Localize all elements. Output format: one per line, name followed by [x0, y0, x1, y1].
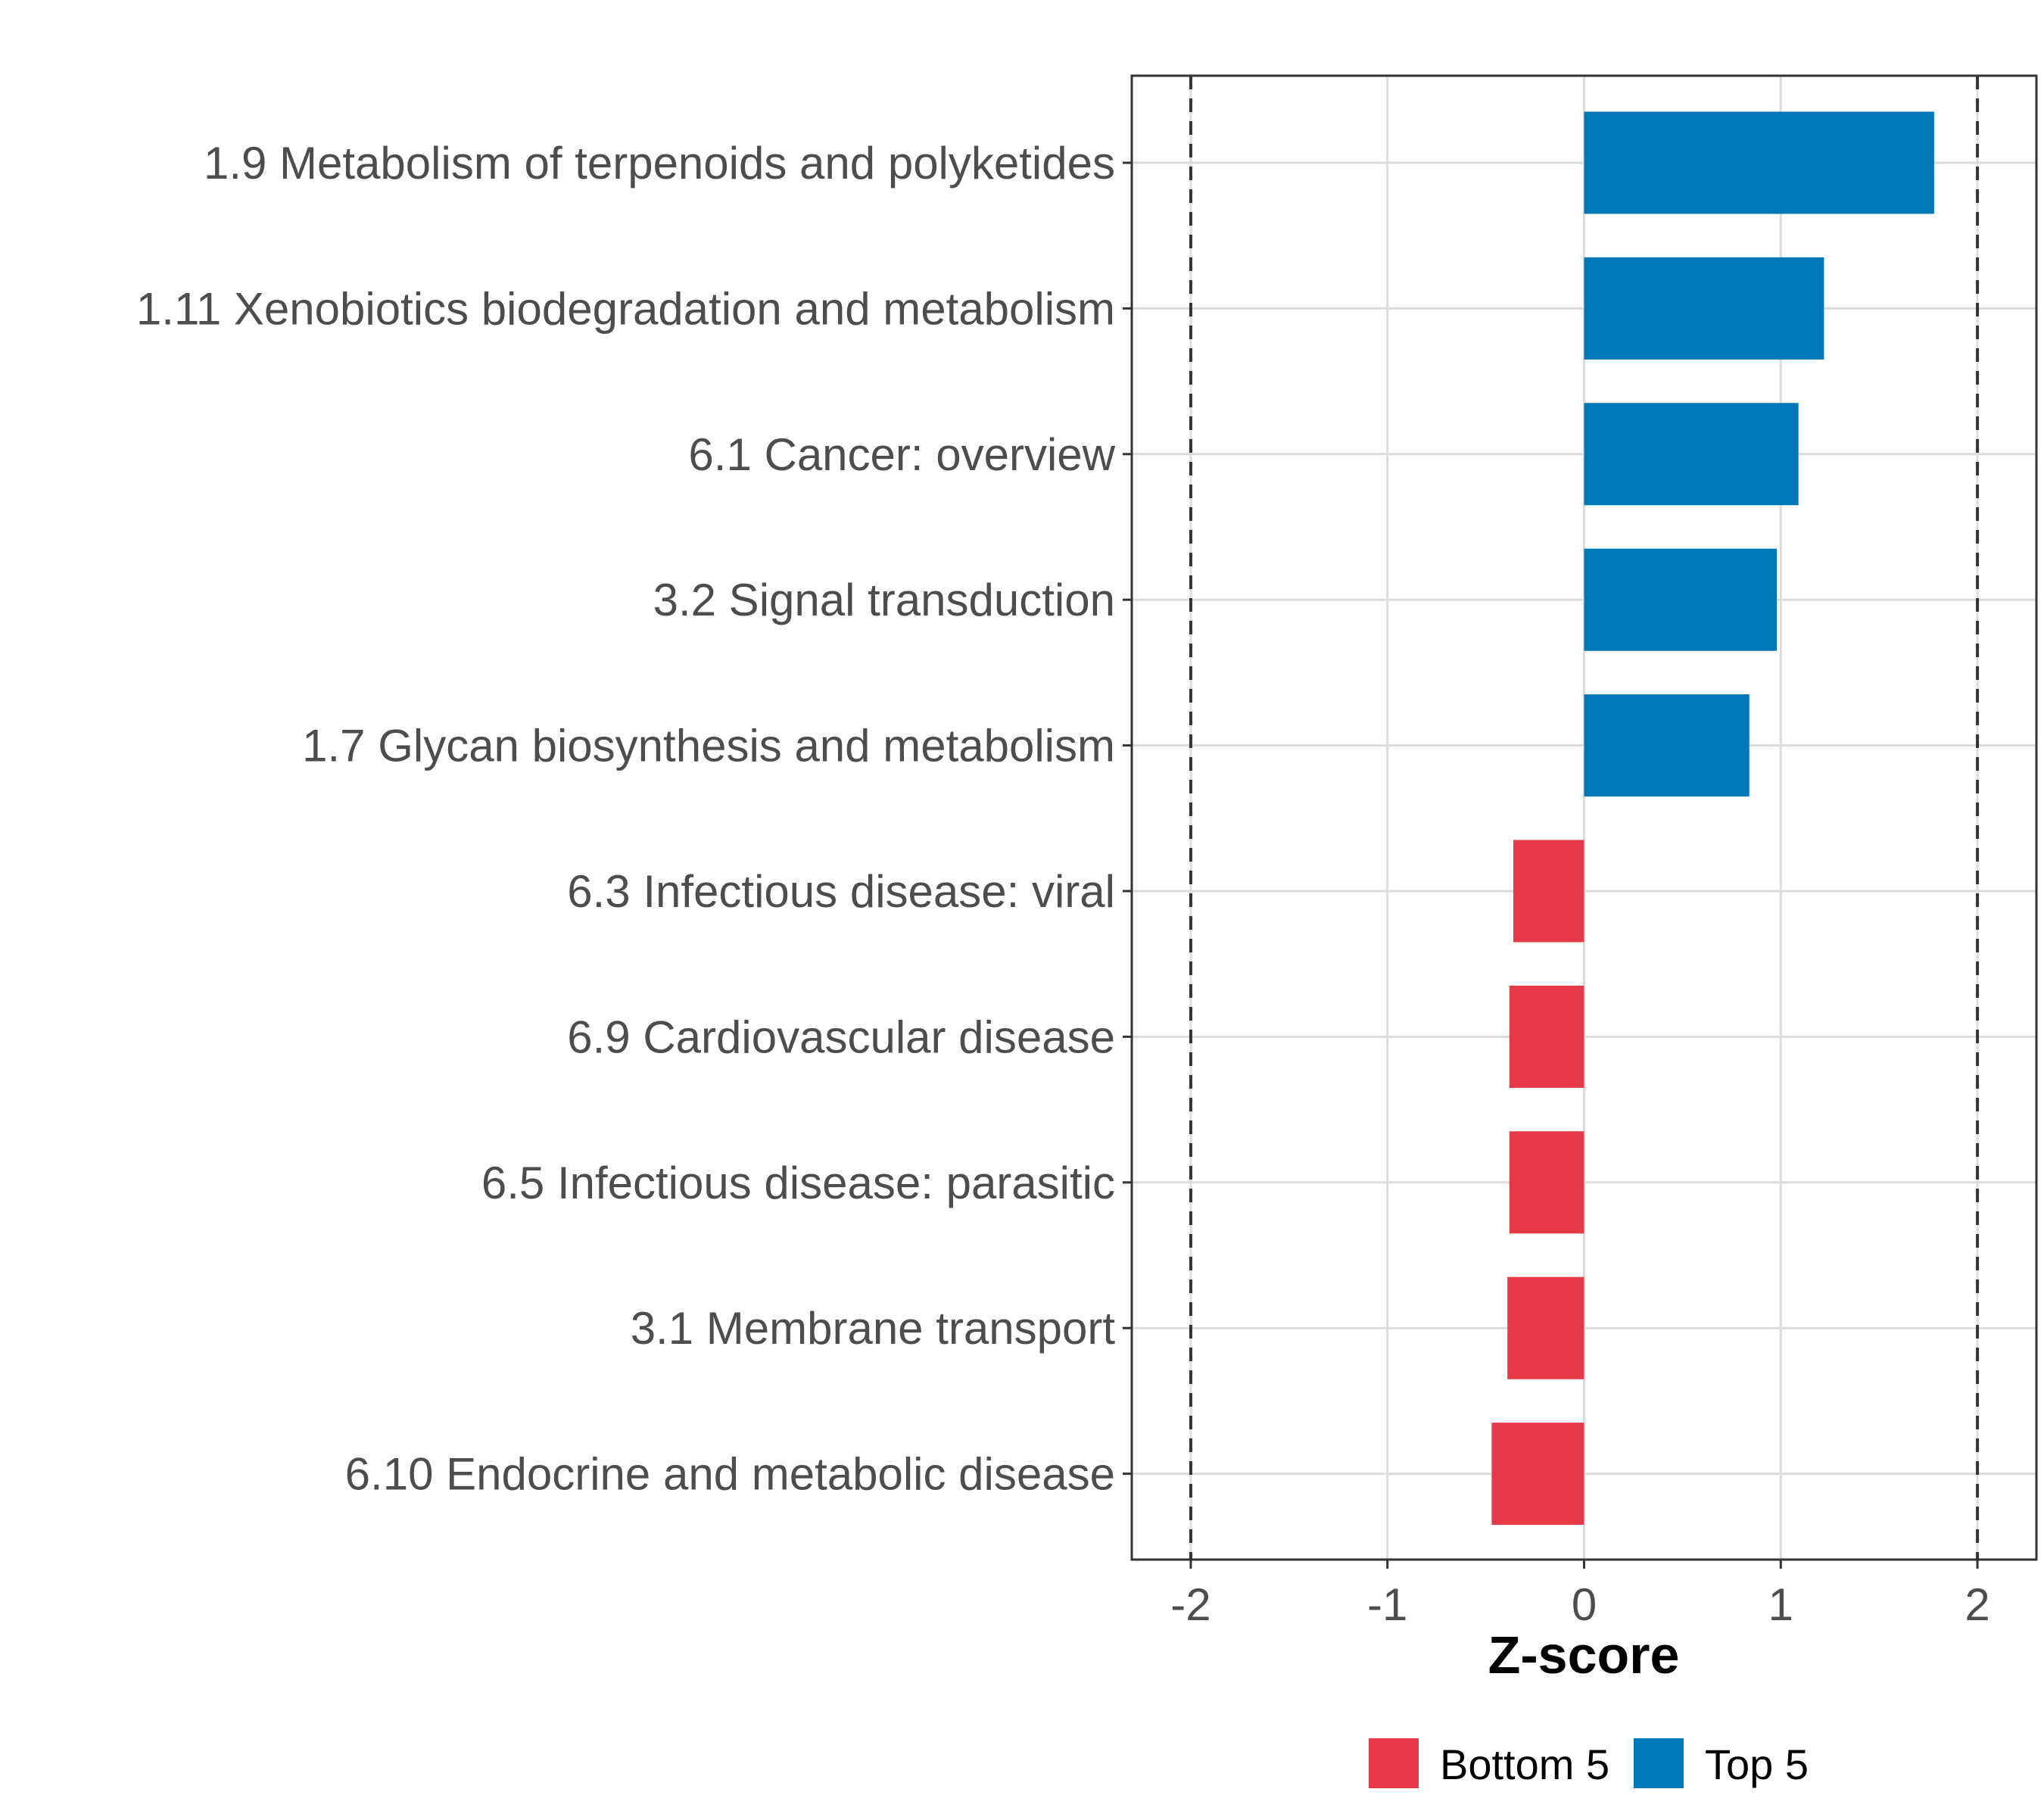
category-label: 6.3 Infectious disease: viral [567, 866, 1115, 917]
legend-label: Top 5 [1705, 1741, 1809, 1788]
legend-key [1369, 1738, 1419, 1788]
bar [1584, 111, 1934, 214]
bar [1584, 694, 1750, 797]
bars [1491, 111, 1934, 1526]
bar [1584, 548, 1778, 651]
x-tick-label: 1 [1768, 1579, 1793, 1630]
x-axis: -2 -1 0 1 2 [1170, 1560, 1990, 1630]
category-label: 3.1 Membrane transport [631, 1303, 1116, 1354]
category-label: 3.2 Signal transduction [653, 575, 1115, 625]
category-label: 6.9 Cardiovascular disease [567, 1011, 1115, 1062]
category-label: 6.5 Infectious disease: parasitic [481, 1158, 1115, 1208]
legend-label: Bottom 5 [1440, 1741, 1609, 1788]
category-label: 6.10 Endocrine and metabolic disease [345, 1449, 1115, 1500]
bar [1584, 403, 1799, 506]
bar [1584, 257, 1824, 360]
x-tick-label: 2 [1965, 1579, 1989, 1630]
category-label: 1.11 Xenobiotics biodegradation and meta… [136, 283, 1115, 334]
reference-lines [1189, 76, 1980, 1560]
bar [1513, 840, 1584, 943]
category-labels: 1.9 Metabolism of terpenoids and polyket… [136, 138, 1132, 1500]
category-label: 1.9 Metabolism of terpenoids and polyket… [204, 138, 1115, 189]
x-axis-title: Z-score [1488, 1625, 1680, 1685]
x-tick-label: -2 [1170, 1579, 1211, 1630]
bar [1509, 985, 1584, 1088]
bar [1507, 1276, 1584, 1379]
category-label: 6.1 Cancer: overview [688, 429, 1115, 480]
category-label: 1.7 Glycan biosynthesis and metabolism [302, 721, 1115, 771]
legend-key [1634, 1738, 1684, 1788]
bar [1491, 1423, 1584, 1526]
x-tick-label: -1 [1367, 1579, 1407, 1630]
x-tick-label: 0 [1572, 1579, 1597, 1630]
legend: Bottom 5 Top 5 [1369, 1738, 1809, 1788]
bar [1509, 1131, 1584, 1234]
